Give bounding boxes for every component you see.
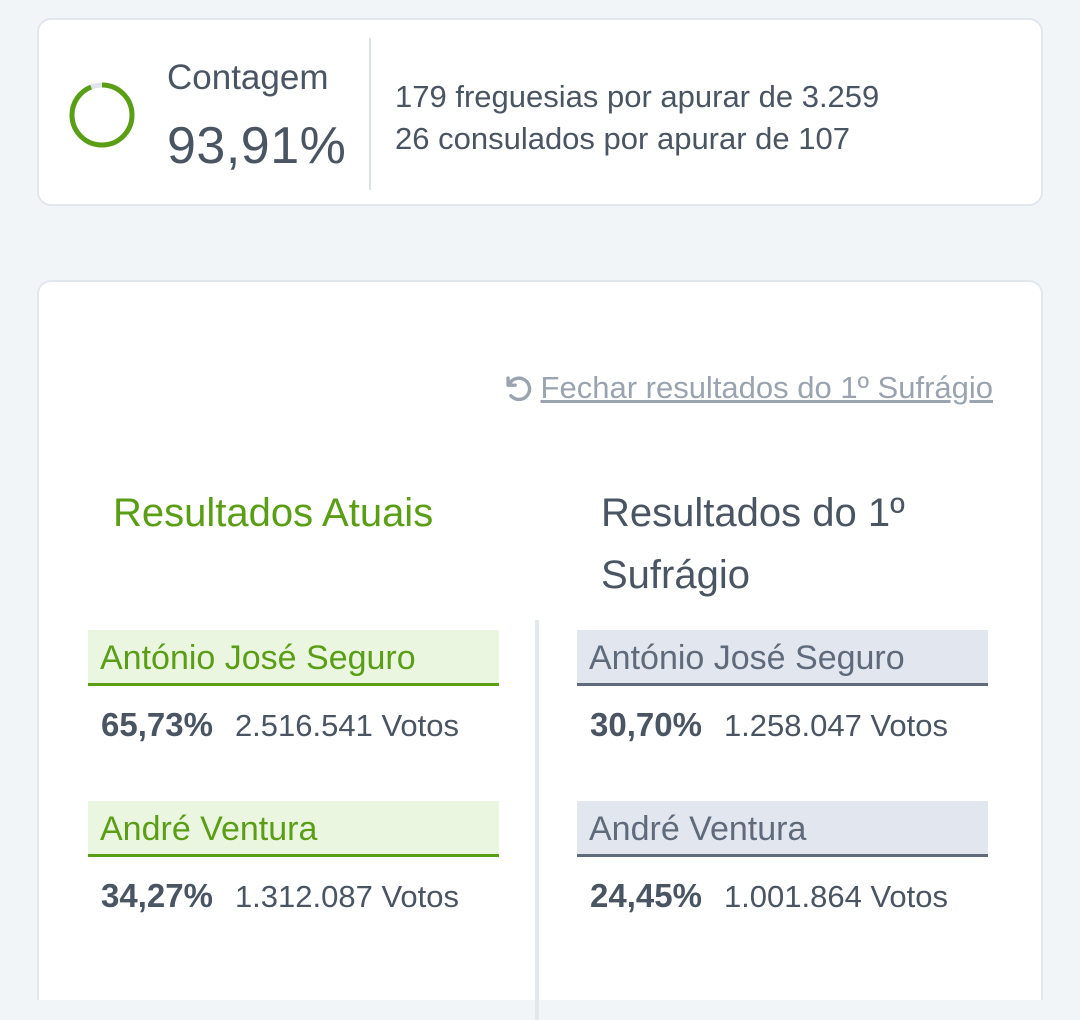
results-card: Fechar resultados do 1º Sufrágio Resulta… [37,280,1043,1020]
consulates-remaining: 26 consulados por apurar de 107 [395,121,850,156]
first-round-candidate-name: António José Seguro [577,630,988,686]
counting-details: 179 freguesias por apurar de 3.259 26 co… [395,76,879,160]
candidate-percent: 24,45% [590,877,702,914]
counting-card: Contagem 93,91% 179 freguesias por apura… [37,18,1043,206]
counting-label: Contagem [167,58,329,97]
undo-icon [505,376,531,402]
counting-percent: 93,91% [167,117,347,175]
candidate-percent: 30,70% [590,706,702,743]
column-divider [535,620,539,1020]
candidate-votes: 1.312.087 Votos [234,879,460,914]
candidate-votes: 2.516.541 Votos [234,708,460,743]
first-round-candidate-name: André Ventura [577,801,988,857]
first-round-title: Resultados do 1º Sufrágio [601,491,905,597]
close-link-label: Fechar resultados do 1º Sufrágio [540,370,993,405]
parishes-remaining: 179 freguesias por apurar de 3.259 [395,79,880,114]
current-candidate-name: António José Seguro [88,630,499,686]
candidate-votes: 1.001.864 Votos [723,879,949,914]
current-candidate-stats: 34,27% 1.312.087 Votos [101,877,459,915]
close-first-round-link[interactable]: Fechar resultados do 1º Sufrágio [501,370,993,406]
current-candidate-stats: 65,73% 2.516.541 Votos [101,706,459,744]
candidate-votes: 1.258.047 Votos [723,708,949,743]
candidate-percent: 34,27% [101,877,213,914]
candidate-percent: 65,73% [101,706,213,743]
divider [369,38,371,190]
first-round-candidate-stats: 24,45% 1.001.864 Votos [590,877,948,915]
current-results-title: Resultados Atuais [113,491,434,535]
current-candidate-name: André Ventura [88,801,499,857]
progress-ring-icon [69,82,135,148]
first-round-candidate-stats: 30,70% 1.258.047 Votos [590,706,948,744]
